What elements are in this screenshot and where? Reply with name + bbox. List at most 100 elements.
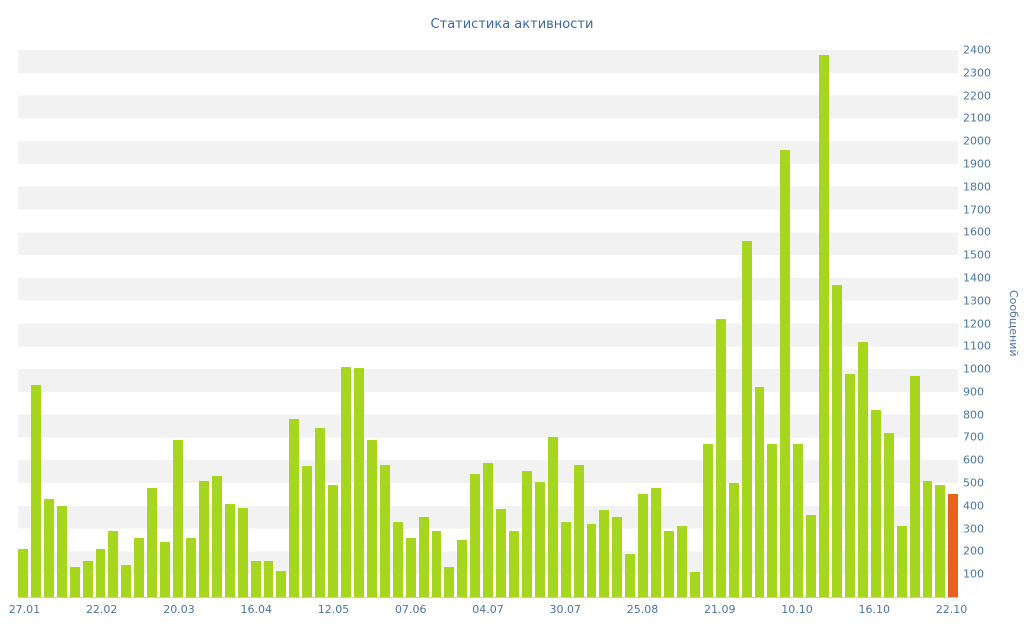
activity-bar xyxy=(121,565,132,597)
activity-bar xyxy=(845,373,855,597)
activity-bar xyxy=(18,549,28,597)
activity-bar xyxy=(651,487,662,597)
activity-bar xyxy=(521,470,532,597)
x-axis-tick-label: 10.10 xyxy=(781,603,813,616)
y-axis-tick-label: 2000 xyxy=(963,134,991,148)
x-axis-tick-label: 27.01 xyxy=(8,603,41,616)
y-axis-tick-label: 800 xyxy=(963,408,984,422)
activity-bar xyxy=(470,473,481,597)
activity-bar xyxy=(702,444,713,597)
activity-bar xyxy=(534,481,545,597)
x-axis-tick-label: 12.05 xyxy=(317,603,350,616)
activity-bar xyxy=(586,524,597,597)
activity-bar xyxy=(69,567,80,597)
y-axis-tick-label: 400 xyxy=(963,499,984,513)
activity-bar xyxy=(457,540,468,597)
y-axis-tick-label: 1900 xyxy=(963,157,991,171)
activity-bar xyxy=(82,560,93,597)
x-axis-tick-label: 04.07 xyxy=(472,603,504,616)
activity-bar xyxy=(366,439,377,597)
y-axis-tick-label: 1600 xyxy=(963,225,991,239)
activity-bar xyxy=(509,530,519,597)
y-axis-tick-label: 2300 xyxy=(963,66,991,80)
y-axis-tick-label: 1000 xyxy=(963,362,991,376)
activity-bar xyxy=(211,476,222,597)
activity-bar xyxy=(237,508,248,597)
y-axis-tick-label: 900 xyxy=(963,385,984,399)
activity-bar xyxy=(405,537,416,597)
activity-bar xyxy=(819,54,830,597)
x-axis-tick-label: 16.10 xyxy=(858,603,891,616)
activity-bar xyxy=(625,553,636,597)
activity-bar xyxy=(353,367,364,597)
activity-bar xyxy=(379,464,390,597)
activity-bar xyxy=(832,284,842,597)
activity-bar xyxy=(224,503,235,597)
activity-bar xyxy=(185,537,196,597)
activity-bar xyxy=(560,521,571,597)
activity-bar xyxy=(870,410,881,597)
activity-bar xyxy=(263,560,274,597)
activity-bar xyxy=(909,375,920,597)
activity-bar xyxy=(56,505,67,597)
y-axis-tick-label: 1300 xyxy=(963,294,991,308)
activity-bar xyxy=(444,567,455,597)
y-axis-tick-labels: 100 200 300 400 500 600 700 800 900 1000 1100 1200 1… xyxy=(963,44,1008,597)
activity-bar xyxy=(741,241,752,597)
y-axis-tick-label: 1800 xyxy=(963,180,991,194)
activity-bar xyxy=(134,537,145,597)
activity-bar xyxy=(160,542,171,597)
activity-bar xyxy=(108,530,119,597)
activity-bar xyxy=(767,444,778,597)
activity-bar xyxy=(95,549,106,597)
activity-bar xyxy=(883,432,894,597)
y-axis-tick-label: 300 xyxy=(963,522,984,536)
activity-bar xyxy=(250,560,261,597)
plot-area xyxy=(18,50,959,598)
activity-bar xyxy=(780,150,791,597)
y-axis-tick-label: 200 xyxy=(963,544,984,558)
activity-bar xyxy=(689,571,700,597)
activity-bar xyxy=(857,341,868,597)
y-axis-tick-label: 1100 xyxy=(963,339,991,353)
y-axis-tick-label: 2100 xyxy=(963,111,991,125)
x-axis-tick-label: 16.04 xyxy=(240,603,272,616)
activity-bar xyxy=(30,385,41,597)
activity-bar xyxy=(198,480,209,597)
y-axis-tick-label: 2400 xyxy=(963,43,991,57)
y-axis-title-label: Сообщений xyxy=(1007,290,1020,357)
x-axis-tick-label: 30.07 xyxy=(549,603,582,616)
activity-bar xyxy=(392,521,403,597)
activity-bar xyxy=(483,462,494,597)
activity-bar xyxy=(922,480,933,597)
x-axis-tick-label: 07.06 xyxy=(394,603,427,616)
activity-bar xyxy=(896,526,907,597)
y-axis-tick-label: 2200 xyxy=(963,89,991,103)
y-axis-title: Сообщений xyxy=(1007,50,1020,597)
activity-bar xyxy=(677,526,687,597)
activity-bar xyxy=(935,485,946,597)
activity-bar xyxy=(147,487,158,597)
activity-bar xyxy=(599,510,610,597)
activity-bar xyxy=(289,419,300,597)
activity-bar xyxy=(173,439,183,597)
activity-bar xyxy=(276,570,287,597)
y-axis-tick-label: 1700 xyxy=(963,203,991,217)
y-axis-tick-label: 700 xyxy=(963,430,984,444)
x-axis-tick-labels: 27.01 22.02 20.03 16.04 12.05 07.06 04.07 30.07… xyxy=(9,603,968,619)
y-axis-tick-label: 500 xyxy=(963,476,984,490)
x-axis-tick-label: 25.08 xyxy=(626,603,659,616)
chart-title: Статистика активности xyxy=(430,17,594,32)
activity-bar xyxy=(547,437,558,597)
y-axis-tick-label: 100 xyxy=(963,567,984,581)
y-axis-tick-label: 1200 xyxy=(963,317,991,330)
x-axis-tick-label: 20.03 xyxy=(163,603,195,616)
activity-bar xyxy=(793,444,804,597)
y-axis-tick-label: 1400 xyxy=(963,271,991,285)
activity-bar xyxy=(418,517,429,597)
activity-bar xyxy=(638,494,649,597)
activity-bar-current xyxy=(948,494,959,597)
x-axis-tick-label: 22.10 xyxy=(935,603,968,616)
y-axis-tick-label: 600 xyxy=(963,453,984,467)
